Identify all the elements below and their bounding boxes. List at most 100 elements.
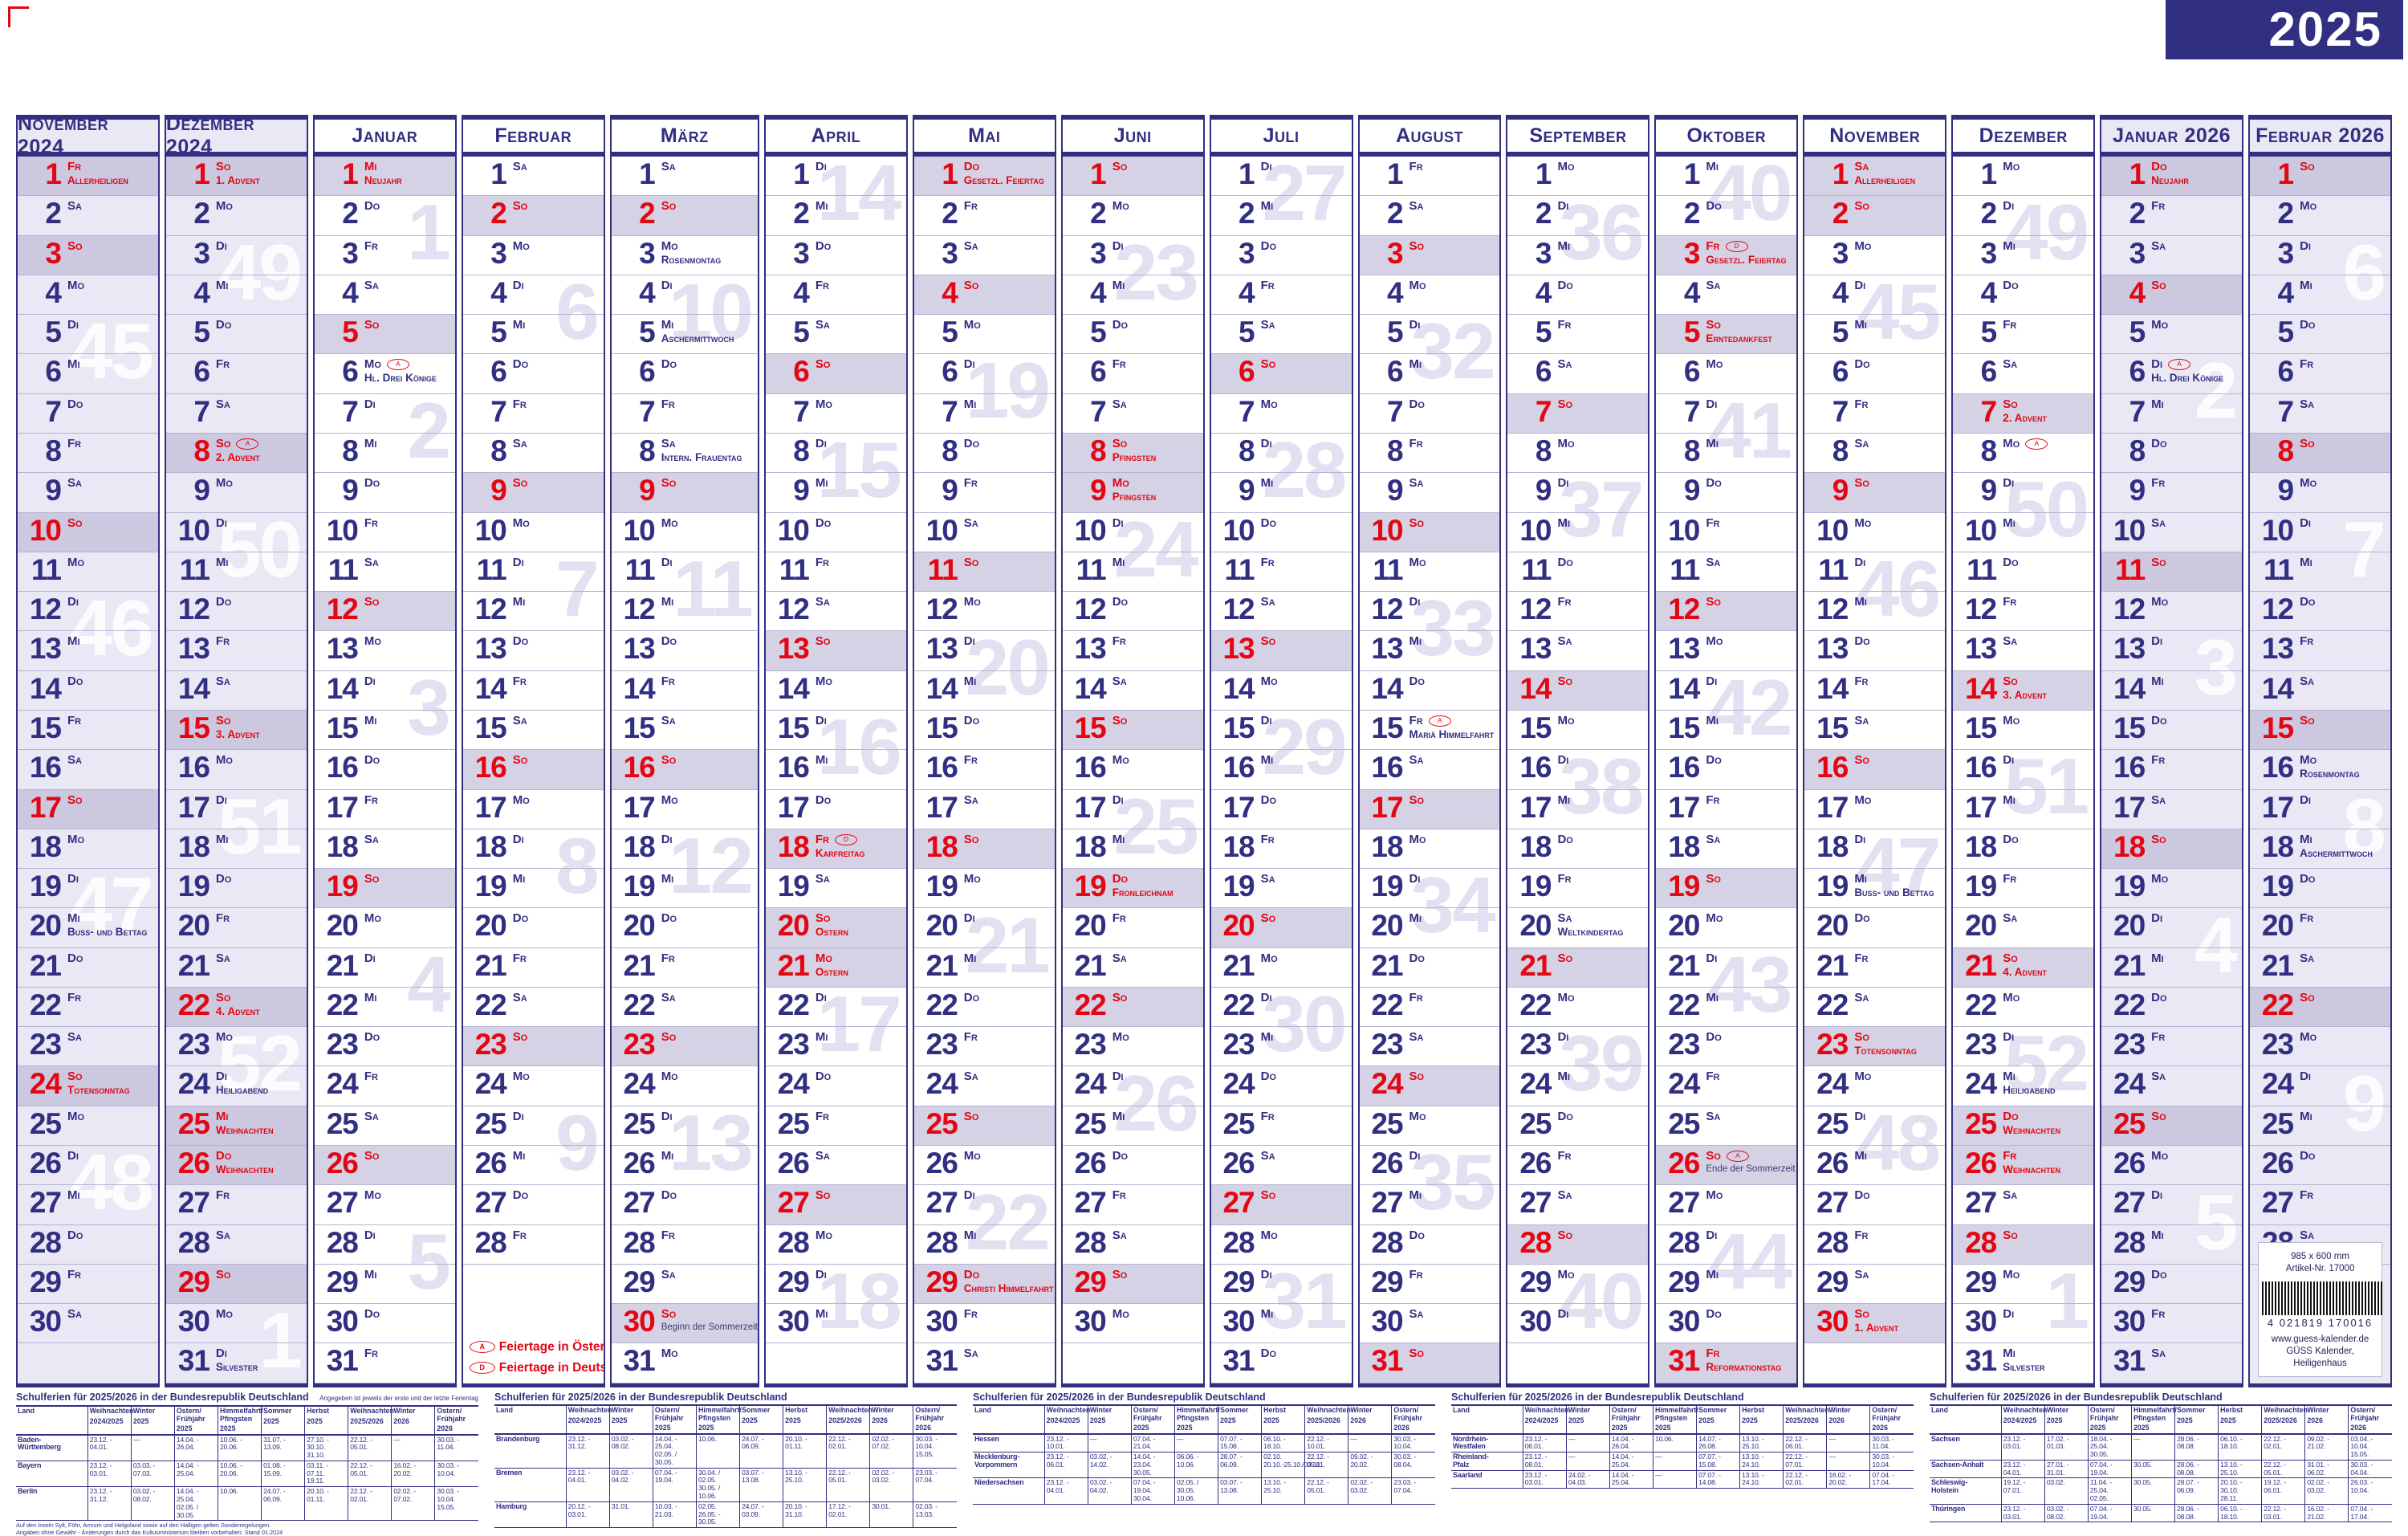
day-number: 25: [1371, 1106, 1403, 1140]
day-row: 14 Mi: [913, 671, 1055, 711]
day-row: 12 Di: [1359, 592, 1500, 632]
day-row: 24 Mo: [462, 1066, 604, 1106]
day-number: 13: [2261, 632, 2294, 666]
weekday-label: Mo: [815, 674, 832, 688]
weekday-label: Fr: [2151, 1307, 2166, 1322]
month-column: Dezember 2024 49 50 51 52 1 1 So 1. Advent 2 Mo 3 Di…: [164, 112, 308, 1387]
day-meta: Mo: [1112, 750, 1129, 768]
weekday-label: So: [2300, 436, 2315, 450]
day-number: 25: [1519, 1106, 1552, 1140]
day-row: 19 Mo: [2101, 869, 2243, 909]
day-row: 23 Fr: [913, 1027, 1055, 1067]
day-row: 4 Sa: [314, 275, 455, 316]
day-meta: So: [816, 631, 831, 649]
day-row: 17 So: [18, 789, 158, 829]
day-meta: Mi: [1261, 1027, 1274, 1045]
day-number: 29: [623, 1265, 656, 1298]
day-row: 5 Mi: [1804, 315, 1946, 355]
weekday-label: So: [1409, 515, 1425, 530]
week-number-ghost: 28: [1262, 426, 1348, 515]
day-meta: So: [513, 473, 528, 491]
day-meta: Fr: [1854, 1225, 1868, 1243]
weekday-label: Fr: [815, 832, 829, 846]
holiday-dates: 09.02. - 21.02.: [2304, 1433, 2349, 1461]
day-row: 16 Di: [1953, 750, 2094, 790]
weekday-label: So: [364, 1149, 380, 1163]
day-number: 18: [29, 829, 62, 863]
day-number: 18: [623, 829, 656, 863]
day-row: 15 Do: [2101, 711, 2243, 751]
holiday-dates: 06.10. - 18.10.: [1261, 1433, 1305, 1453]
weekday-label: So: [963, 1109, 979, 1123]
week-number-ghost: 2: [2194, 346, 2238, 435]
day-number: 4: [1980, 275, 1998, 309]
holiday-dates: 07.04. - 19.04.: [652, 1468, 697, 1502]
weekday-label: Sa: [1706, 1109, 1721, 1123]
day-number: 9: [2129, 474, 2146, 507]
day-number: 26: [623, 1147, 656, 1180]
day-row: 24 Fr: [314, 1066, 455, 1106]
weekday-label: Di: [661, 832, 673, 846]
weekday-label: Do: [815, 238, 832, 253]
day-number: 22: [474, 988, 507, 1021]
day-meta: Do: [816, 790, 831, 808]
day-number: 26: [29, 1147, 62, 1180]
weekday-label: Mi: [1854, 318, 1867, 332]
day-meta: So: [1261, 908, 1276, 926]
day-meta: Di: [2151, 1185, 2162, 1203]
day-row: 8 Sa: [462, 434, 604, 474]
day-meta: Mo: [1112, 196, 1129, 214]
schulferien-header-cell: Ostern/ Frühjahr 2025: [173, 1405, 218, 1436]
day-row: 19 Sa: [765, 869, 906, 909]
weekday-label: Do: [1557, 278, 1573, 292]
day-number: 15: [326, 711, 359, 744]
day-number: 18: [1519, 829, 1552, 863]
day-row: 16 Mo: [1062, 750, 1203, 790]
day-row: 9 Di: [1953, 473, 2094, 513]
holiday-dates: 22.12. - 02.01.: [348, 1486, 392, 1522]
day-number: 2: [342, 197, 359, 230]
day-row: 27 Mi: [18, 1185, 158, 1225]
weekday-label: Mi: [1112, 1109, 1125, 1123]
holiday-dates: —: [1826, 1452, 1870, 1471]
day-meta: So: [2003, 1225, 2018, 1243]
day-meta: Mo: [364, 908, 381, 926]
day-meta: Mo: [67, 275, 84, 293]
day-row: 1 So: [2250, 157, 2390, 197]
day-meta: Fr: [1112, 1185, 1126, 1203]
week-number-ghost: 7: [2342, 504, 2386, 593]
day-row: 24 Mi Heiligabend: [1953, 1066, 2094, 1106]
holiday-label: Silvester: [215, 1361, 258, 1374]
holiday-dates: 07.04. - 17.04.: [1869, 1470, 1914, 1489]
holiday-dates: 24.07. - 06.09.: [739, 1433, 783, 1469]
schulferien-block: Schulferien für 2025/2026 in der Bundesr…: [494, 1391, 957, 1529]
day-row: 29 Fr: [1359, 1265, 1500, 1305]
day-meta: So: [67, 236, 83, 254]
day-meta: Do: [513, 354, 528, 372]
day-meta: Mo: [216, 750, 233, 768]
day-row: 16 So: [1804, 750, 1946, 790]
weekday-label: Do: [1409, 674, 1425, 688]
weekday-label: So: [1854, 476, 1869, 491]
day-meta: Do: [1409, 671, 1425, 689]
day-row: 7 Sa: [165, 394, 307, 434]
day-row: 9 Mo: [165, 473, 307, 513]
day-number: 26: [925, 1147, 958, 1180]
schulferien-header-cell: Himmelfahrt/ Pfingsten 2025: [695, 1404, 742, 1435]
week-number-ghost: 41: [1707, 385, 1792, 475]
holiday-dates: 16.02. - 20.02.: [391, 1461, 435, 1488]
holiday-dates: 02.05. / 30.05. 10.06.: [1173, 1477, 1218, 1505]
schulferien-header-cell: Land: [16, 1405, 88, 1436]
holiday-label: Heiligabend: [2003, 1084, 2056, 1097]
weekday-label: Mo: [815, 1228, 832, 1242]
weekday-label: Di: [364, 674, 376, 688]
day-number: 7: [1683, 394, 1701, 428]
day-number: 20: [326, 909, 359, 943]
day-row: 8 So Pfingsten: [1062, 433, 1203, 474]
day-meta: Fr: [67, 988, 81, 1005]
day-number: 30: [925, 1305, 958, 1338]
day-row: 28 Di: [1656, 1225, 1797, 1265]
weekday-label: So: [661, 476, 677, 491]
day-row: 8 So A 2. Advent: [165, 433, 307, 474]
day-meta: Sa: [1409, 1304, 1424, 1322]
